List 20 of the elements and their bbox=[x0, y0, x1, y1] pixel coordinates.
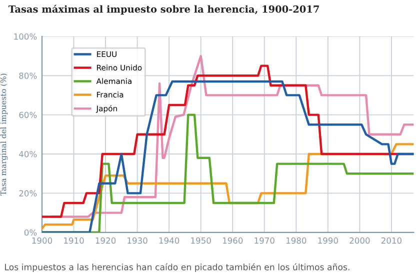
x-tick-label: 2000 bbox=[350, 237, 370, 244]
y-tick-label: 80% bbox=[19, 72, 37, 79]
x-tick-label: 1900 bbox=[32, 237, 52, 244]
x-tick-label: 1960 bbox=[222, 237, 243, 244]
chart-title: Tasas máximas al impuesto sobre la herencia, 1900-2017 bbox=[8, 4, 319, 15]
x-tick-label: 1920 bbox=[96, 237, 116, 244]
y-tick-label: 0% bbox=[24, 229, 37, 236]
y-tick-label: 40% bbox=[19, 150, 37, 158]
x-tick-label: 1940 bbox=[159, 237, 180, 244]
x-tick-label: 1910 bbox=[64, 237, 84, 244]
y-tick-label: 20% bbox=[19, 190, 37, 196]
text: Los impuestos a las herencias han caído en picado también en los últimos años. bbox=[5, 263, 350, 272]
y-tick-label: 100% bbox=[14, 33, 37, 40]
x-tick-label: 1990 bbox=[318, 237, 338, 244]
x-tick-label: 1970 bbox=[254, 237, 274, 244]
x-tick-label: 1980 bbox=[286, 237, 306, 244]
y-tick-label: 60% bbox=[19, 112, 37, 118]
x-tick-label: 2010 bbox=[381, 237, 402, 244]
x-tick-label: 1950 bbox=[191, 237, 211, 244]
x-tick-label: 1930 bbox=[128, 237, 148, 244]
